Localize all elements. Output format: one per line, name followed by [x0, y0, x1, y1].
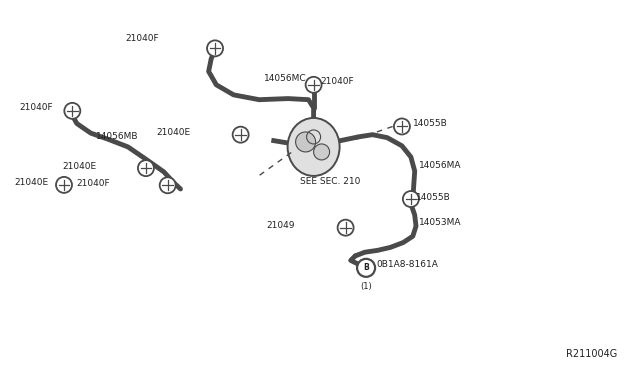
Text: 14055B: 14055B: [413, 119, 447, 128]
Text: 14056MB: 14056MB: [96, 132, 138, 141]
Text: 14056MC: 14056MC: [264, 74, 307, 83]
Circle shape: [207, 40, 223, 57]
Text: 21040F: 21040F: [19, 103, 53, 112]
Circle shape: [338, 219, 354, 236]
Text: B: B: [364, 263, 369, 272]
Circle shape: [138, 160, 154, 176]
Circle shape: [160, 177, 175, 193]
Text: 14055B: 14055B: [416, 193, 451, 202]
Text: 0B1A8-8161A: 0B1A8-8161A: [376, 260, 438, 269]
Circle shape: [296, 132, 316, 152]
Text: 21049: 21049: [266, 221, 294, 230]
Circle shape: [403, 191, 419, 207]
Text: 21040F: 21040F: [125, 34, 159, 43]
Circle shape: [314, 144, 330, 160]
Text: R211004G: R211004G: [566, 349, 618, 359]
Text: 21040F: 21040F: [320, 77, 354, 86]
Circle shape: [56, 177, 72, 193]
Circle shape: [357, 259, 375, 277]
Text: 21040E: 21040E: [156, 128, 190, 137]
Text: 21040F: 21040F: [76, 179, 110, 188]
Text: 21040E: 21040E: [14, 178, 48, 187]
Text: SEE SEC. 210: SEE SEC. 210: [300, 177, 360, 186]
Text: 21040E: 21040E: [62, 162, 96, 171]
Text: 14053MA: 14053MA: [419, 218, 461, 227]
Circle shape: [306, 77, 322, 93]
Text: 14056MA: 14056MA: [419, 161, 461, 170]
Circle shape: [233, 126, 248, 143]
Ellipse shape: [287, 118, 340, 176]
Circle shape: [394, 118, 410, 135]
Text: (1): (1): [360, 282, 372, 291]
Circle shape: [65, 103, 81, 119]
